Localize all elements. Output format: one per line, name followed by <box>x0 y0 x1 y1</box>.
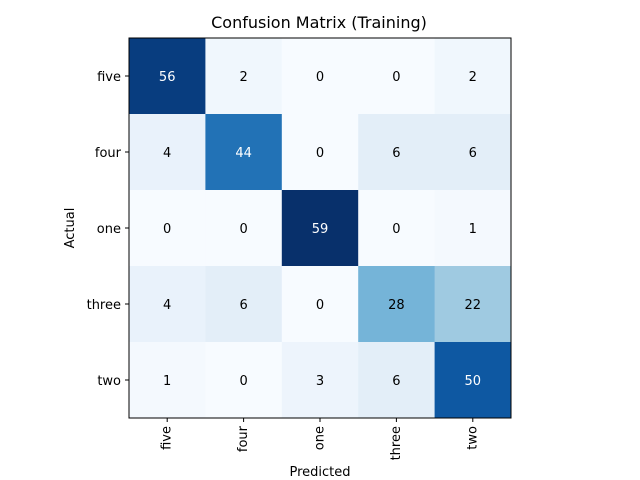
heatmap-cell <box>205 342 283 419</box>
x-axis-label: Predicted <box>289 465 350 480</box>
cell-value-label: 6 <box>239 298 247 313</box>
heatmap-cell-labels: 56 2 0 0 24 44 0 6 60 0 59 0 14 6 0 28 221 0 3 6 50 <box>159 70 481 389</box>
heatmap-cell <box>358 266 436 343</box>
cell-value-label: 2 <box>239 70 247 85</box>
y-tick-label: five <box>97 70 121 85</box>
heatmap-cell <box>281 266 359 343</box>
cell-value-label: 22 <box>465 298 482 313</box>
heatmap-cell <box>358 342 436 419</box>
heatmap-cell <box>434 114 512 191</box>
heatmap-cell <box>281 38 359 115</box>
cell-value-label: 0 <box>163 222 171 237</box>
cell-value-label: 0 <box>316 70 324 85</box>
heatmap-cell <box>434 342 512 419</box>
cell-value-label: 0 <box>239 374 247 389</box>
heatmap-cell <box>129 342 206 419</box>
heatmap-cell <box>434 190 512 267</box>
cell-value-label: 6 <box>392 146 400 161</box>
y-tick-label: two <box>97 374 121 389</box>
x-tick-label: five <box>160 426 175 450</box>
cell-value-label: 1 <box>469 222 477 237</box>
cell-value-label: 6 <box>469 146 477 161</box>
chart-title: Confusion Matrix (Training) <box>211 13 427 32</box>
cell-value-label: 50 <box>465 374 482 389</box>
cell-value-label: 2 <box>469 70 477 85</box>
cell-value-label: 0 <box>392 70 400 85</box>
cell-value-label: 0 <box>316 298 324 313</box>
heatmap-cell <box>129 190 206 267</box>
heatmap-cell <box>358 190 436 267</box>
y-tick-label: four <box>95 146 122 161</box>
cell-value-label: 59 <box>312 222 329 237</box>
heatmap-cell <box>129 114 206 191</box>
cell-value-label: 0 <box>316 146 324 161</box>
cell-value-label: 0 <box>392 222 400 237</box>
x-axis-ticks: five four one three two <box>160 418 480 460</box>
heatmap-cell <box>281 342 359 419</box>
x-tick-label: two <box>465 426 480 450</box>
heatmap-cell <box>205 190 283 267</box>
cell-value-label: 4 <box>163 146 171 161</box>
cell-value-label: 1 <box>163 374 171 389</box>
heatmap-cell <box>129 38 206 115</box>
y-axis-label: Actual <box>63 208 78 249</box>
heatmap-cell <box>434 38 512 115</box>
x-tick-label: four <box>236 425 251 452</box>
cell-value-label: 3 <box>316 374 324 389</box>
cell-value-label: 4 <box>163 298 171 313</box>
heatmap-cell <box>281 190 359 267</box>
heatmap-cells <box>129 38 512 419</box>
cell-value-label: 28 <box>388 298 405 313</box>
cell-value-label: 6 <box>392 374 400 389</box>
heatmap-cell <box>205 38 283 115</box>
cell-value-label: 56 <box>159 70 176 85</box>
cell-value-label: 0 <box>239 222 247 237</box>
heatmap-cell <box>434 266 512 343</box>
heatmap-cell <box>205 266 283 343</box>
heatmap-cell <box>358 38 436 115</box>
heatmap-cell <box>281 114 359 191</box>
y-axis-ticks: five four one three two <box>87 70 129 389</box>
x-tick-label: one <box>313 426 328 450</box>
y-tick-label: one <box>97 222 121 237</box>
cell-value-label: 44 <box>235 146 252 161</box>
y-tick-label: three <box>87 298 121 313</box>
heatmap-cell <box>205 114 283 191</box>
heatmap-cell <box>129 266 206 343</box>
heatmap-cell <box>358 114 436 191</box>
x-tick-label: three <box>389 426 404 460</box>
